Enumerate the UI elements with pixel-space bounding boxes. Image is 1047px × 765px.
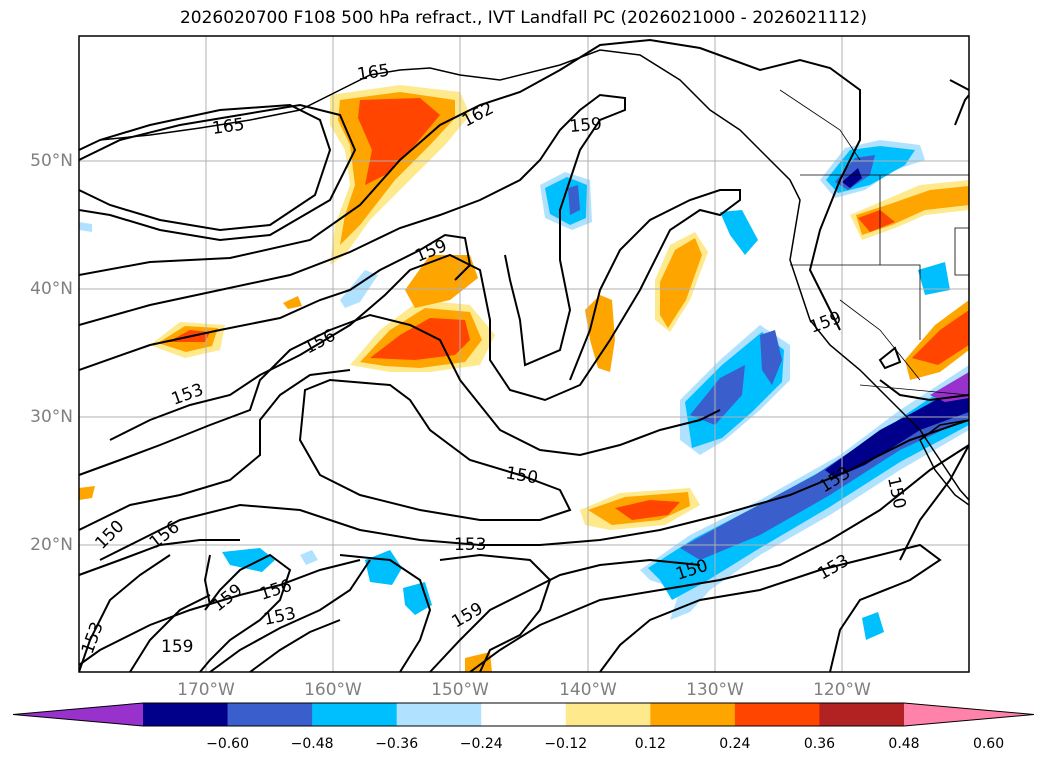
colorbar-cell: [734, 703, 820, 726]
contour-label: 159: [569, 114, 603, 137]
colorbar-tick-label: 0.12: [634, 736, 666, 752]
lon-label: 130°W: [686, 680, 744, 700]
contour-label: 159: [161, 637, 193, 657]
colorbar-cell: [819, 703, 905, 726]
colorbar-extend-max: [904, 703, 1034, 726]
colorbar-tick-label: 0.36: [803, 736, 836, 752]
refractivity-contours: [79, 38, 969, 672]
positive-anomaly-small: [465, 652, 492, 672]
colorbar-tick-label: −0.24: [459, 736, 503, 752]
negative-anomaly-ar: [825, 388, 969, 478]
colorbar-tick-label: 0.60: [972, 736, 1005, 752]
lat-label: 40°N: [30, 279, 73, 299]
negative-anomaly-small: [79, 222, 92, 232]
lat-label: 50°N: [30, 151, 73, 171]
positive-anomaly-subtropic: [615, 500, 680, 520]
positive-anomaly-sw: [912, 310, 969, 365]
lat-label: 30°N: [30, 407, 73, 427]
colorbar-tick-label: 0.24: [719, 736, 751, 752]
colorbar-cell: [227, 703, 313, 726]
colorbar-cell: [396, 703, 482, 726]
colorbar-cell: [143, 703, 229, 726]
colorbar-tick-label: −0.60: [206, 736, 249, 752]
negative-anomaly-bc: [842, 168, 862, 188]
negative-anomaly-small: [862, 612, 884, 640]
negative-anomaly-offshore: [690, 365, 745, 425]
negative-anomaly-small: [403, 582, 432, 615]
map-frame: [78, 35, 970, 673]
positive-anomaly-small: [283, 296, 302, 309]
negative-anomaly-small: [300, 550, 318, 565]
colorbar-extend-min: [13, 703, 143, 726]
political-borders: [779, 89, 969, 396]
positive-anomaly-pnw: [858, 210, 895, 232]
positive-anomaly-gulf-alaska: [358, 98, 440, 185]
lon-label: 170°W: [177, 680, 235, 700]
lon-label: 160°W: [304, 680, 362, 700]
colorbar-cell: [481, 703, 567, 726]
colorbar-cell: [312, 703, 398, 726]
colorbar-cell: [650, 703, 736, 726]
lon-label: 150°W: [431, 680, 489, 700]
positive-anomaly-small: [79, 486, 95, 500]
contour-label: 165: [211, 115, 246, 139]
colorbar-cell: [565, 703, 651, 726]
negative-anomaly-offshore: [760, 330, 782, 385]
negative-anomaly-small: [222, 548, 275, 572]
lon-label: 140°W: [559, 680, 617, 700]
colorbar-tick-label: −0.36: [375, 736, 419, 752]
positive-anomaly-offshore: [660, 238, 702, 328]
colorbar-tick-label: 0.48: [888, 736, 920, 752]
contour-label: 153: [454, 535, 486, 555]
negative-anomaly-small: [918, 262, 950, 295]
negative-anomaly-small: [720, 210, 758, 255]
colorbar-tick-label: −0.12: [544, 736, 588, 752]
contour-label: 165: [356, 61, 391, 85]
positive-anomaly-offshore: [585, 295, 615, 372]
lat-label: 20°N: [30, 535, 73, 555]
lon-label: 120°W: [813, 680, 871, 700]
colorbar-tick-label: −0.48: [290, 736, 334, 752]
chart-title: 2026020700 F108 500 hPa refract., IVT La…: [179, 8, 867, 28]
negative-anomaly-north: [568, 185, 580, 215]
colorbar-outline: [12, 702, 1035, 727]
